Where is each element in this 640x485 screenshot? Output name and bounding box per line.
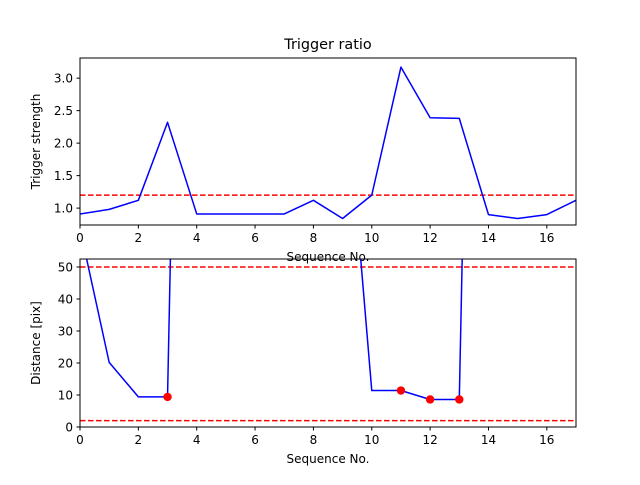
panel1-x-tick-label-6: 12 xyxy=(422,231,437,245)
panel2-y-tick-label-2: 20 xyxy=(58,356,73,370)
panel1-x-tick-label-1: 2 xyxy=(135,231,143,245)
panel2-x-axis-label: Sequence No. xyxy=(287,452,370,466)
panel2-y-axis-label: Distance [pix] xyxy=(29,301,43,385)
panel1-x-axis-label: Sequence No. xyxy=(287,250,370,264)
panel1-y-tick-label-4: 3.0 xyxy=(54,71,73,85)
panel2-marker-point-2 xyxy=(425,395,435,404)
panel1-x-tick-label-7: 14 xyxy=(481,231,496,245)
panel2-x-tick-label-0: 0 xyxy=(76,433,84,447)
panel1-x-tick-label-0: 0 xyxy=(76,231,84,245)
panel2-marker-point-3 xyxy=(455,395,464,404)
panel2-axes-frame xyxy=(79,258,577,428)
panel1-axes-frame xyxy=(79,57,577,226)
panel2-x-tick-label-2: 4 xyxy=(193,433,201,447)
panel2-x-tick-label-3: 6 xyxy=(251,433,259,447)
panel1-title: Trigger ratio xyxy=(283,37,372,53)
panel2-x-tick-label-8: 16 xyxy=(539,433,554,447)
panel2-x-tick-label-1: 2 xyxy=(135,433,143,447)
panel2-y-tick-label-4: 40 xyxy=(58,292,73,306)
panel2-marker-point-0 xyxy=(163,392,172,402)
panel1-x-tick-label-8: 16 xyxy=(539,231,554,245)
panel2-x-tick-label-6: 12 xyxy=(422,433,437,447)
panel1-series-line-0 xyxy=(80,66,576,220)
panel1-y-axis-label: Trigger strength xyxy=(29,94,43,191)
panel2-x-tick-label-5: 10 xyxy=(364,433,379,447)
panel1-x-tick-label-2: 4 xyxy=(193,231,201,245)
panel1-y-tick-label-2: 2.0 xyxy=(54,136,73,150)
panel2-series-line-0 xyxy=(85,259,463,401)
panel2-x-tick-label-4: 8 xyxy=(310,433,318,447)
panel1-plot-area xyxy=(80,66,576,220)
panel2-marker-point-1 xyxy=(396,386,406,395)
panel1-x-tick-label-3: 6 xyxy=(251,231,259,245)
panel2-y-tick-label-1: 10 xyxy=(58,388,73,402)
panel1-y-tick-label-0: 1.0 xyxy=(54,201,73,215)
panel2-y-tick-label-3: 30 xyxy=(58,324,73,338)
panel2-plot-area xyxy=(80,259,576,422)
panel2-y-tick-label-5: 50 xyxy=(58,260,73,274)
panel1-y-tick-label-3: 2.5 xyxy=(54,104,73,118)
panel1-x-tick-label-4: 8 xyxy=(310,231,318,245)
panel1-x-tick-label-5: 10 xyxy=(364,231,379,245)
panel1-y-tick-label-1: 1.5 xyxy=(54,169,73,183)
panel2-y-tick-label-0: 0 xyxy=(65,420,73,434)
panel2-x-tick-label-7: 14 xyxy=(481,433,496,447)
